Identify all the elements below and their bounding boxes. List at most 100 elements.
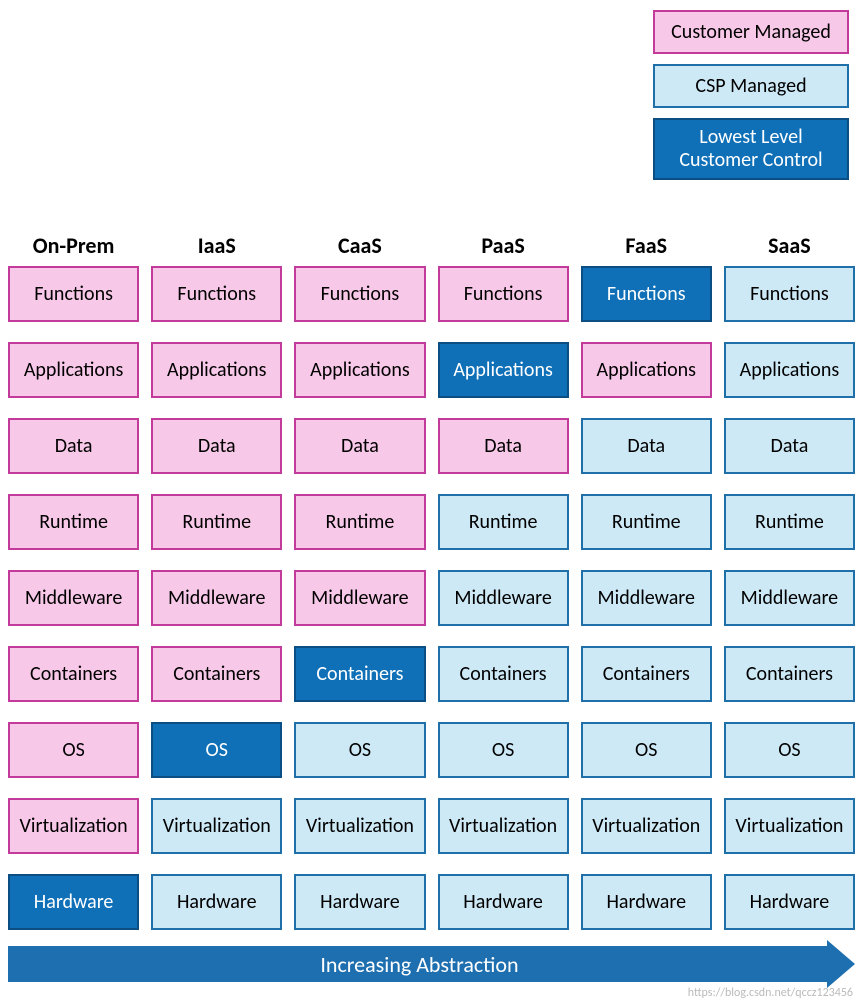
cell-caas-functions: Functions — [294, 266, 425, 322]
legend-label: Lowest Level Customer Control — [665, 126, 837, 172]
cell-label: OS — [635, 740, 657, 761]
cell-saas-applications: Applications — [724, 342, 855, 398]
cell-label: Applications — [310, 360, 409, 381]
cell-iaas-middleware: Middleware — [151, 570, 282, 626]
cell-label: Middleware — [598, 588, 695, 609]
cell-label: Containers — [173, 664, 260, 685]
cell-faas-containers: Containers — [581, 646, 712, 702]
cell-caas-virtualization: Virtualization — [294, 798, 425, 854]
cell-label: OS — [62, 740, 84, 761]
cell-label: Applications — [740, 360, 839, 381]
cell-label: Virtualization — [163, 816, 271, 837]
cell-label: Virtualization — [735, 816, 843, 837]
cell-label: OS — [206, 740, 228, 761]
column-header-saas: SaaS — [724, 232, 855, 259]
cell-label: Applications — [24, 360, 123, 381]
cell-saas-hardware: Hardware — [724, 874, 855, 930]
column-headers-row: On-Prem IaaS CaaS PaaS FaaS SaaS — [8, 232, 855, 259]
cell-label: OS — [778, 740, 800, 761]
layers-grid: Functions Functions Functions Functions Func… — [8, 266, 855, 930]
cell-saas-virtualization: Virtualization — [724, 798, 855, 854]
cell-label: Functions — [750, 284, 829, 305]
cell-paas-os: OS — [438, 722, 569, 778]
column-header-label: IaaS — [198, 232, 236, 259]
cell-label: Runtime — [755, 512, 824, 533]
legend-csp: CSP Managed — [653, 64, 849, 108]
legend-label: CSP Managed — [695, 75, 806, 98]
cell-on-prem-containers: Containers — [8, 646, 139, 702]
cell-saas-containers: Containers — [724, 646, 855, 702]
cell-label: Data — [771, 436, 809, 457]
legend-lowest: Lowest Level Customer Control — [653, 118, 849, 180]
cell-faas-applications: Applications — [581, 342, 712, 398]
cell-label: Data — [484, 436, 522, 457]
column-header-label: PaaS — [481, 232, 524, 259]
cell-on-prem-virtualization: Virtualization — [8, 798, 139, 854]
column-header-iaas: IaaS — [151, 232, 282, 259]
cell-iaas-applications: Applications — [151, 342, 282, 398]
cell-label: Runtime — [182, 512, 251, 533]
legend-label: Customer Managed — [671, 21, 831, 44]
cell-faas-hardware: Hardware — [581, 874, 712, 930]
cell-faas-functions: Functions — [581, 266, 712, 322]
cell-iaas-functions: Functions — [151, 266, 282, 322]
cell-on-prem-functions: Functions — [8, 266, 139, 322]
cell-label: Functions — [177, 284, 256, 305]
cell-iaas-hardware: Hardware — [151, 874, 282, 930]
cell-label: Data — [55, 436, 93, 457]
cell-label: Applications — [597, 360, 696, 381]
cell-label: Runtime — [612, 512, 681, 533]
cell-faas-os: OS — [581, 722, 712, 778]
cell-paas-middleware: Middleware — [438, 570, 569, 626]
legend-customer: Customer Managed — [653, 10, 849, 54]
abstraction-arrow: Increasing Abstraction — [8, 946, 855, 982]
column-header-caas: CaaS — [294, 232, 425, 259]
cell-label: Hardware — [606, 892, 686, 913]
cell-on-prem-os: OS — [8, 722, 139, 778]
cell-on-prem-hardware: Hardware — [8, 874, 139, 930]
cell-paas-data: Data — [438, 418, 569, 474]
cell-paas-functions: Functions — [438, 266, 569, 322]
cell-label: Applications — [453, 360, 552, 381]
cell-saas-data: Data — [724, 418, 855, 474]
cell-label: Functions — [34, 284, 113, 305]
cell-label: Middleware — [454, 588, 551, 609]
cell-label: Virtualization — [306, 816, 414, 837]
column-header-on-prem: On-Prem — [8, 232, 139, 259]
cell-caas-applications: Applications — [294, 342, 425, 398]
cell-label: Hardware — [34, 892, 114, 913]
column-header-paas: PaaS — [438, 232, 569, 259]
cell-label: Hardware — [320, 892, 400, 913]
cell-label: Applications — [167, 360, 266, 381]
cell-on-prem-runtime: Runtime — [8, 494, 139, 550]
cell-label: Containers — [30, 664, 117, 685]
column-header-label: On-Prem — [33, 232, 115, 259]
cell-iaas-virtualization: Virtualization — [151, 798, 282, 854]
cell-caas-os: OS — [294, 722, 425, 778]
cell-label: Hardware — [177, 892, 257, 913]
abstraction-arrow-label: Increasing Abstraction — [320, 951, 518, 978]
cell-caas-containers: Containers — [294, 646, 425, 702]
cell-paas-containers: Containers — [438, 646, 569, 702]
cell-saas-middleware: Middleware — [724, 570, 855, 626]
cell-label: Containers — [316, 664, 403, 685]
cell-label: Middleware — [311, 588, 408, 609]
legend-container: Customer Managed CSP Managed Lowest Level … — [653, 10, 849, 180]
watermark-text: https://blog.csdn.net/qccz123456 — [688, 986, 853, 1000]
cell-label: Functions — [464, 284, 543, 305]
abstraction-arrow-bar: Increasing Abstraction — [8, 946, 831, 982]
cell-saas-os: OS — [724, 722, 855, 778]
cell-label: Containers — [746, 664, 833, 685]
cell-paas-runtime: Runtime — [438, 494, 569, 550]
cell-label: Hardware — [750, 892, 830, 913]
cell-on-prem-middleware: Middleware — [8, 570, 139, 626]
cell-label: Containers — [460, 664, 547, 685]
cell-label: Runtime — [326, 512, 395, 533]
cell-iaas-data: Data — [151, 418, 282, 474]
cell-label: OS — [492, 740, 514, 761]
column-header-faas: FaaS — [581, 232, 712, 259]
cell-label: Runtime — [39, 512, 108, 533]
cell-caas-hardware: Hardware — [294, 874, 425, 930]
cell-label: Virtualization — [20, 816, 128, 837]
cell-paas-hardware: Hardware — [438, 874, 569, 930]
